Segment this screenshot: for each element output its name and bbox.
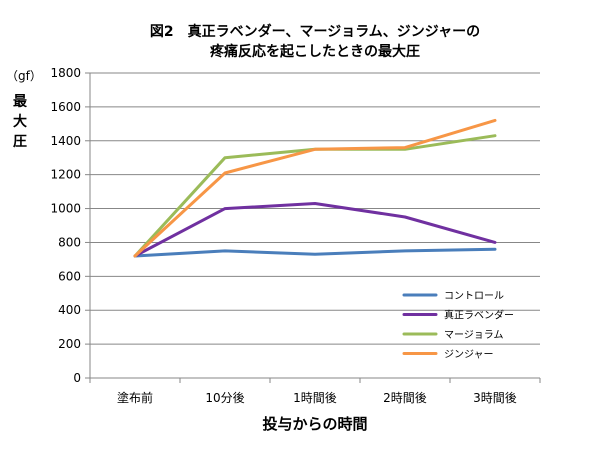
y-tick-label: 1000 [50, 202, 81, 216]
series-line-2 [133, 202, 497, 258]
y-axis-label-char: 大 [13, 113, 27, 130]
y-tick-label: 600 [58, 269, 81, 283]
legend-label: コントロール [444, 291, 504, 302]
series-line-1 [133, 247, 497, 258]
y-tick-labels: 0 200 400 600 800 1000 1200 1400 1600 1800 [50, 66, 81, 385]
y-tick-label: 400 [58, 303, 81, 317]
series-lines [133, 118, 497, 258]
x-tick-label: 3時間後 [473, 391, 517, 405]
y-axis-label-char: 圧 [13, 134, 27, 150]
y-tick-label: 1400 [50, 134, 81, 148]
chart-title-line-1: 図2 真正ラベンダー、マージョラム、ジンジャーの [150, 23, 480, 40]
chart-title-line-2: 疼痛反応を起こしたときの最大圧 [210, 43, 420, 60]
y-axis-label: 最大圧 [13, 93, 28, 150]
y-tick-label: 800 [58, 235, 81, 249]
x-axis-label: 投与からの時間 [262, 415, 367, 433]
series-line-4 [133, 118, 497, 258]
series-line-3 [133, 134, 497, 258]
x-tick-label: 10分後 [205, 391, 244, 405]
y-tick-label: 200 [58, 337, 81, 351]
y-tick-label: 1600 [50, 100, 81, 114]
axes [89, 73, 541, 383]
y-axis-label-char: 最 [13, 93, 28, 110]
legend-label: 真正ラベンダー [444, 309, 514, 322]
y-tick-label: 1200 [50, 168, 81, 182]
legend-label: ジンジャー [444, 350, 494, 361]
y-tick-label: 0 [73, 371, 81, 385]
y-axis-unit: （gf） [6, 69, 42, 83]
x-tick-labels: 塗布前 10分後 1時間後 2時間後 3時間後 [117, 390, 517, 405]
y-tick-label: 1800 [50, 66, 81, 80]
legend-label: マージョラム [444, 329, 504, 341]
x-tick-label: 塗布前 [117, 390, 153, 405]
x-tick-label: 1時間後 [293, 391, 337, 405]
x-tick-label: 2時間後 [383, 391, 427, 405]
